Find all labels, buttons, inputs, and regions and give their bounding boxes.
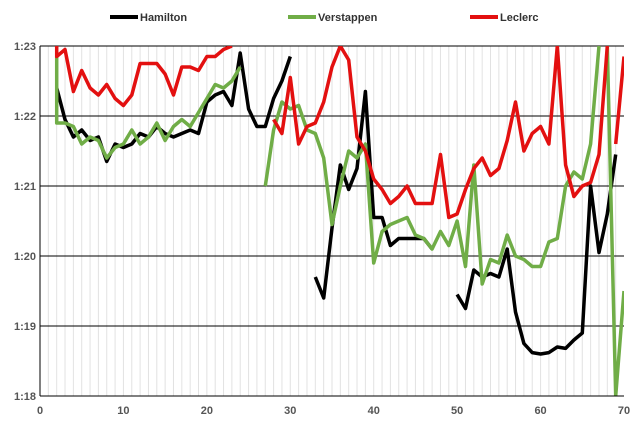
legend-label-hamilton: Hamilton: [140, 12, 187, 24]
y-tick-label: 1:20: [14, 251, 36, 263]
x-tick-label: 0: [37, 405, 43, 417]
legend: Hamilton Verstappen Leclerc: [110, 12, 539, 24]
y-tick-label: 1:22: [14, 111, 36, 123]
x-tick-labels: 0 10 20 30 40 50 60 70: [37, 405, 630, 417]
x-tick-label: 40: [368, 405, 380, 417]
y-tick-label: 1:18: [14, 391, 36, 403]
y-tick-labels: 1:18 1:19 1:20 1:21 1:22 1:23: [14, 41, 36, 403]
series-lines: [54, 46, 624, 396]
series-verstappen: [54, 46, 624, 396]
series-line-leclerc: [54, 46, 233, 108]
y-tick-label: 1:21: [14, 181, 36, 193]
series-line-verstappen: [605, 46, 624, 396]
x-tick-label: 60: [534, 405, 546, 417]
y-tick-label: 1:23: [14, 41, 36, 53]
legend-label-leclerc: Leclerc: [500, 12, 539, 24]
series-leclerc: [54, 46, 624, 220]
series-line-verstappen: [54, 56, 242, 160]
y-tick-label: 1:19: [14, 321, 36, 333]
x-tick-label: 30: [284, 405, 296, 417]
legend-label-verstappen: Verstappen: [318, 12, 378, 24]
x-tick-label: 70: [618, 405, 630, 417]
x-tick-label: 20: [201, 405, 213, 417]
axes: [39, 46, 624, 397]
series-line-leclerc: [272, 46, 610, 220]
grid: [40, 45, 624, 397]
series-line-verstappen: [263, 46, 601, 286]
x-tick-label: 50: [451, 405, 463, 417]
x-tick-label: 10: [117, 405, 129, 417]
series-line-leclerc: [613, 56, 624, 145]
